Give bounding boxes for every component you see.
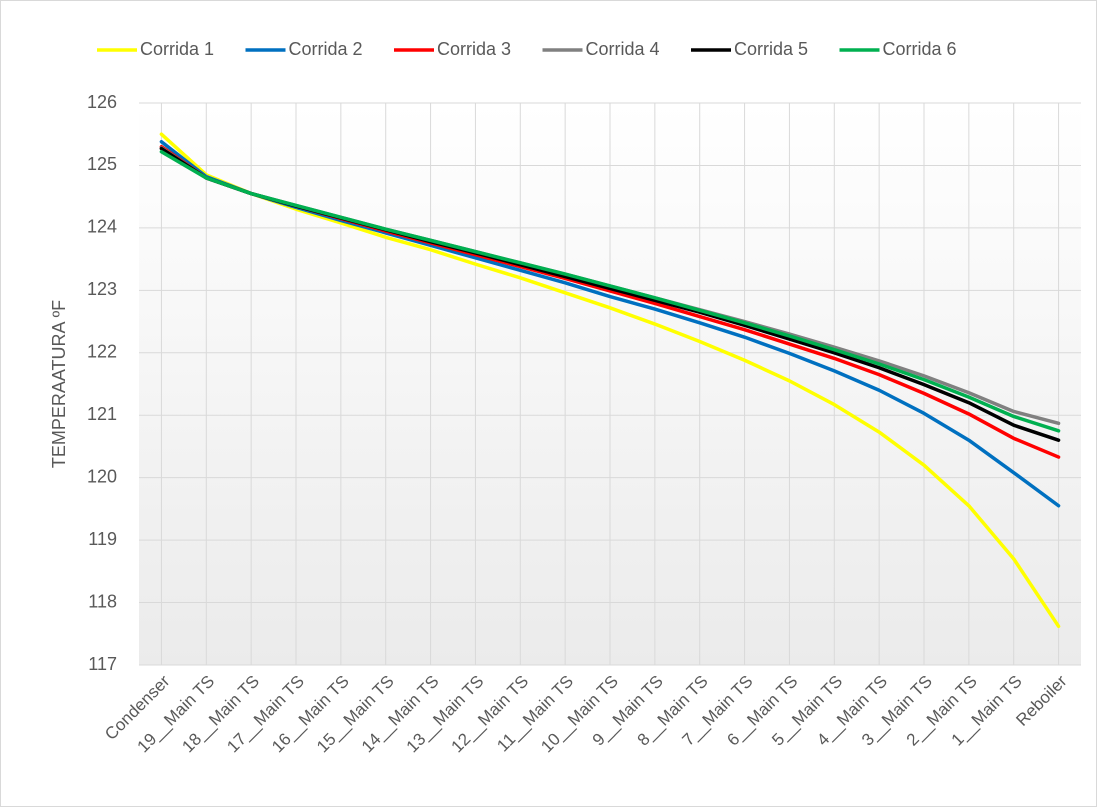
y-tick-label: 117 (88, 654, 117, 674)
y-tick-label: 122 (87, 342, 117, 362)
y-tick-label: 121 (87, 404, 117, 424)
y-axis-label: TEMPERAATURA ºF (49, 300, 69, 468)
y-tick-label: 124 (87, 217, 117, 237)
legend-label: Corrida 6 (883, 39, 957, 59)
legend-label: Corrida 5 (734, 39, 808, 59)
series-line (159, 149, 1061, 433)
legend-label: Corrida 3 (437, 39, 511, 59)
series-line (159, 132, 1061, 629)
legend-label: Corrida 1 (140, 39, 214, 59)
y-tick-label: 123 (87, 279, 117, 299)
legend-label: Corrida 4 (586, 39, 660, 59)
y-tick-label: 125 (87, 154, 117, 174)
y-tick-label: 119 (88, 529, 117, 549)
legend-label: Corrida 2 (289, 39, 363, 59)
y-tick-label: 118 (88, 591, 117, 611)
y-tick-label: 126 (87, 92, 117, 112)
y-tick-label: 120 (87, 466, 117, 486)
